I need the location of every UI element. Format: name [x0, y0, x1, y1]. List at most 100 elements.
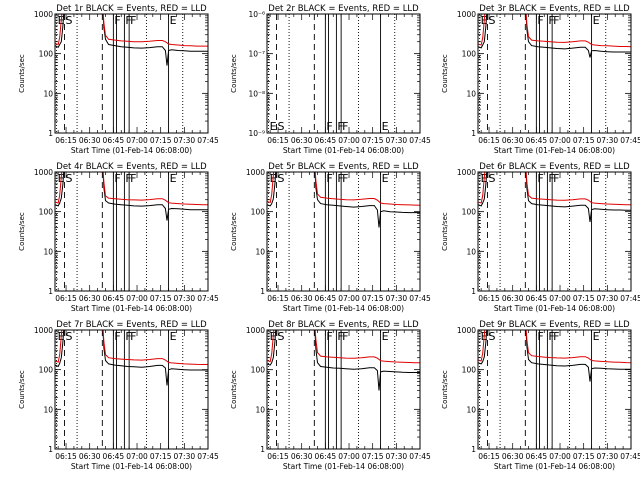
y-tick-label: 10 — [466, 247, 476, 256]
y-tick-label: 10 — [43, 247, 53, 256]
y-tick-label: 10 — [255, 405, 265, 414]
x-tick-label: 06:45 — [315, 452, 337, 461]
x-tick-label: 07:15 — [573, 452, 595, 461]
y-tick-label: 1 — [471, 287, 476, 296]
marker-label: F — [337, 330, 343, 343]
y-tick-label: 100 — [462, 366, 477, 375]
marker-label: F — [337, 120, 343, 133]
marker-label: F — [537, 330, 543, 343]
y-tick-label: 1000 — [457, 10, 476, 19]
marker-label: E — [593, 330, 600, 343]
marker-label: E — [170, 172, 177, 185]
x-tick-label: 07:15 — [573, 136, 595, 145]
x-tick-label: 06:15 — [267, 294, 289, 303]
panel-det-7: Det 7r BLACK = Events, RED = LLD 1 10 100 10… — [18, 320, 219, 471]
y-tick-label: 10⁻⁹ — [248, 129, 265, 138]
x-tick-label: 07:45 — [409, 136, 431, 145]
x-tick-label: 06:15 — [267, 452, 289, 461]
panel-det-8: Det 8r BLACK = Events, RED = LLD 1 10 100 10… — [230, 320, 431, 471]
x-tick-label: 07:15 — [362, 452, 384, 461]
marker-label: E — [382, 120, 389, 133]
y-axis-label: Counts/sec — [18, 54, 26, 93]
panel-det-3: Det 3r BLACK = Events, RED = LLD 1 10 100 10… — [441, 4, 640, 155]
panel-det-6: Det 6r BLACK = Events, RED = LLD 1 10 100 10… — [441, 162, 640, 313]
marker-label: F — [114, 172, 120, 185]
plot-frame — [54, 329, 209, 450]
marker-label: F — [548, 330, 554, 343]
marker-label: E — [382, 330, 389, 343]
x-tick-label: 06:30 — [502, 136, 524, 145]
x-tick-label: 06:15 — [478, 452, 500, 461]
y-axis-label: Counts/sec — [230, 212, 238, 251]
x-axis-label: Start Time (01-Feb-14 06:08:00) — [71, 146, 192, 155]
x-tick-label: 06:15 — [267, 136, 289, 145]
y-tick-label: 1 — [48, 287, 53, 296]
x-tick-label: 07:30 — [597, 452, 619, 461]
marker-label: F — [125, 172, 131, 185]
y-tick-label: 100 — [251, 366, 266, 375]
y-tick-label: 10 — [43, 405, 53, 414]
y-tick-label: 1 — [260, 287, 265, 296]
marker-label: S — [277, 120, 284, 133]
x-axis-label: Start Time (01-Feb-14 06:08:00) — [494, 462, 615, 471]
y-axis-label: Counts/sec — [441, 54, 449, 93]
x-tick-label: 07:00 — [549, 136, 571, 145]
x-tick-label: 06:45 — [526, 136, 548, 145]
y-tick-label: 100 — [39, 366, 54, 375]
marker-label: S — [488, 330, 495, 343]
x-axis-label: Start Time (01-Feb-14 06:08:00) — [283, 146, 404, 155]
series-line-events — [478, 330, 631, 382]
marker-label: F — [537, 14, 543, 27]
x-axis-label: Start Time (01-Feb-14 06:08:00) — [71, 304, 192, 313]
marker-label: F — [537, 172, 543, 185]
x-tick-label: 07:30 — [174, 136, 196, 145]
x-tick-label: 06:45 — [103, 136, 125, 145]
x-tick-label: 07:45 — [409, 294, 431, 303]
x-tick-label: 07:45 — [197, 136, 219, 145]
marker-label: F — [548, 172, 554, 185]
marker-label: F — [342, 172, 348, 185]
x-tick-label: 07:30 — [386, 294, 408, 303]
y-tick-label: 1 — [48, 129, 53, 138]
x-tick-label: 06:15 — [55, 294, 77, 303]
series-line-events — [478, 14, 631, 58]
x-tick-label: 06:30 — [79, 294, 101, 303]
x-tick-label: 07:45 — [620, 452, 640, 461]
y-tick-label: 10 — [43, 89, 53, 98]
series-line-events — [55, 172, 208, 221]
marker-label: F — [130, 330, 136, 343]
marker-label: S — [65, 172, 72, 185]
marker-label: S — [488, 14, 495, 27]
panel-det-5: Det 5r BLACK = Events, RED = LLD 1 10 100 10… — [230, 162, 431, 313]
marker-label: F — [326, 330, 332, 343]
x-tick-label: 07:45 — [197, 452, 219, 461]
marker-label: S — [277, 172, 284, 185]
plot-frame — [477, 171, 632, 292]
marker-label: S — [488, 172, 495, 185]
x-tick-label: 06:45 — [315, 136, 337, 145]
plot-frame — [266, 13, 421, 134]
y-axis-label: Counts/sec — [18, 370, 26, 409]
panel-title: Det 3r BLACK = Events, RED = LLD — [479, 4, 630, 14]
y-tick-label: 100 — [39, 50, 54, 59]
x-tick-label: 06:15 — [55, 452, 77, 461]
marker-label: F — [114, 14, 120, 27]
x-axis-label: Start Time (01-Feb-14 06:08:00) — [283, 304, 404, 313]
x-tick-label: 07:45 — [197, 294, 219, 303]
x-tick-label: 07:45 — [409, 452, 431, 461]
series-line-lld — [55, 330, 208, 365]
y-tick-label: 1 — [48, 445, 53, 454]
x-tick-label: 07:15 — [150, 452, 172, 461]
x-tick-label: 06:45 — [103, 452, 125, 461]
x-tick-label: 07:15 — [573, 294, 595, 303]
x-tick-label: 06:30 — [291, 294, 313, 303]
panel-title: Det 7r BLACK = Events, RED = LLD — [56, 320, 207, 330]
marker-label: E — [270, 120, 277, 133]
marker-label: E — [382, 172, 389, 185]
x-tick-label: 07:00 — [338, 136, 360, 145]
y-tick-label: 1 — [471, 445, 476, 454]
y-tick-label: 10 — [466, 405, 476, 414]
x-tick-label: 06:45 — [526, 294, 548, 303]
x-tick-label: 07:30 — [174, 294, 196, 303]
y-tick-label: 1 — [471, 129, 476, 138]
